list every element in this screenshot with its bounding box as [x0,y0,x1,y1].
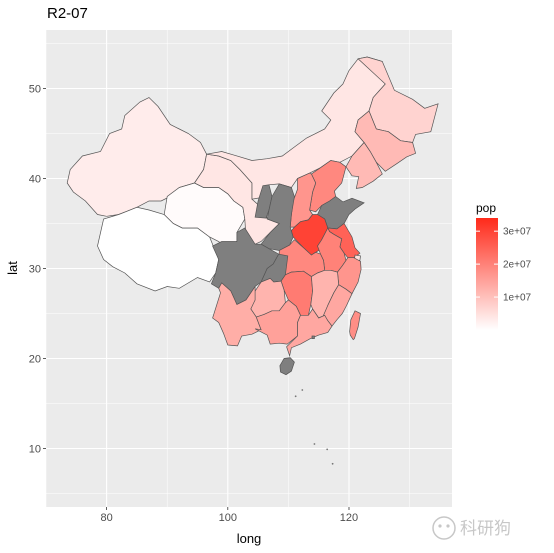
province-ningxia [254,184,273,219]
y-tick-label: 50 [29,84,41,96]
y-tick-label: 10 [29,444,41,456]
island-dot [301,389,304,391]
legend-tick-label: 1e+07 [503,293,532,304]
watermark-text: 科研狗 [460,519,511,538]
x-axis-ticks: 80 100 120 [100,507,358,524]
legend: pop 1e+07 2e+07 3e+07 [476,201,532,330]
y-axis-ticks: 10 20 30 40 50 [29,84,46,456]
watermark-logo: 科研狗 [432,516,511,540]
island-dot [326,448,329,451]
legend-tick-label: 3e+07 [503,227,532,238]
province-guangdong [286,308,333,358]
legend-colorbar [476,218,498,330]
y-tick-label: 30 [29,264,41,276]
y-tick-label: 20 [29,354,41,366]
plot-title: R2-07 [47,5,88,22]
province-yunnan [212,282,262,347]
island-dot [313,443,316,445]
legend-ticks: 1e+07 2e+07 3e+07 [476,227,532,304]
province-hong-kong [311,335,315,340]
y-axis-title: lat [5,261,20,275]
x-tick-label: 120 [340,512,358,524]
island-dot [331,462,334,465]
x-tick-label: 80 [100,512,112,524]
province-heilongjiang [357,56,439,143]
x-axis-title: long [237,531,262,546]
legend-tick-label: 2e+07 [503,260,532,271]
province-liaoning [345,141,383,189]
legend-title: pop [476,201,496,215]
province-hainan [279,357,295,376]
y-tick-label: 40 [29,174,41,186]
province-guangxi [254,299,301,345]
island-dot [294,395,297,398]
province-xinjiang [66,97,207,217]
province-taiwan [349,310,361,341]
province-map [66,56,439,465]
x-tick-label: 100 [219,512,237,524]
